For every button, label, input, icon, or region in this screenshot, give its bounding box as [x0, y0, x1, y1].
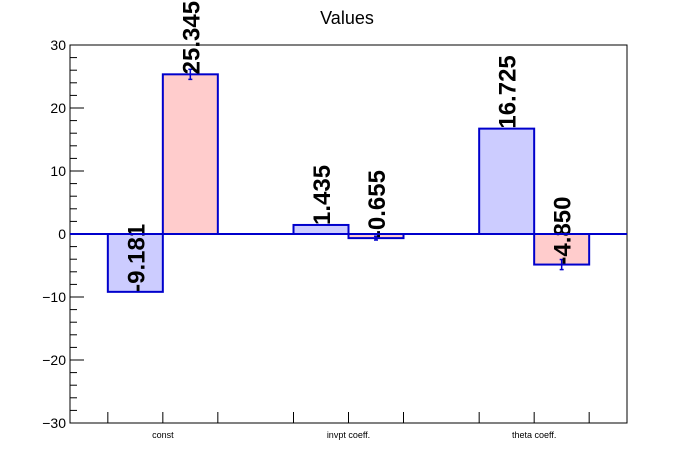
x-category-label: invpt coeff. — [327, 430, 370, 440]
x-category-label: const — [152, 430, 174, 440]
y-tick-label: −10 — [42, 289, 66, 305]
y-tick-label: −30 — [42, 415, 66, 431]
x-category-label: theta coeff. — [512, 430, 556, 440]
y-tick-label: 10 — [50, 163, 66, 179]
data-label: -0.655 — [364, 170, 391, 238]
bar — [161, 73, 219, 235]
data-label: -4.850 — [550, 196, 577, 264]
y-tick-label: 30 — [50, 37, 66, 53]
chart-title: Values — [320, 8, 374, 28]
plot-area: −30 −20 −10 0 10 20 30 const invpt coeff. theta c… — [42, 1, 628, 440]
y-tick-label: 0 — [58, 226, 66, 242]
bar — [292, 223, 350, 236]
data-label: 1.435 — [309, 165, 336, 225]
bar — [106, 233, 164, 293]
data-label: 25.345 — [178, 1, 205, 74]
data-label: 16.725 — [495, 55, 522, 128]
bar — [478, 127, 536, 236]
y-tick-label: 20 — [50, 100, 66, 116]
y-tick-label: −20 — [42, 352, 66, 368]
data-label: -9.181 — [123, 224, 150, 292]
